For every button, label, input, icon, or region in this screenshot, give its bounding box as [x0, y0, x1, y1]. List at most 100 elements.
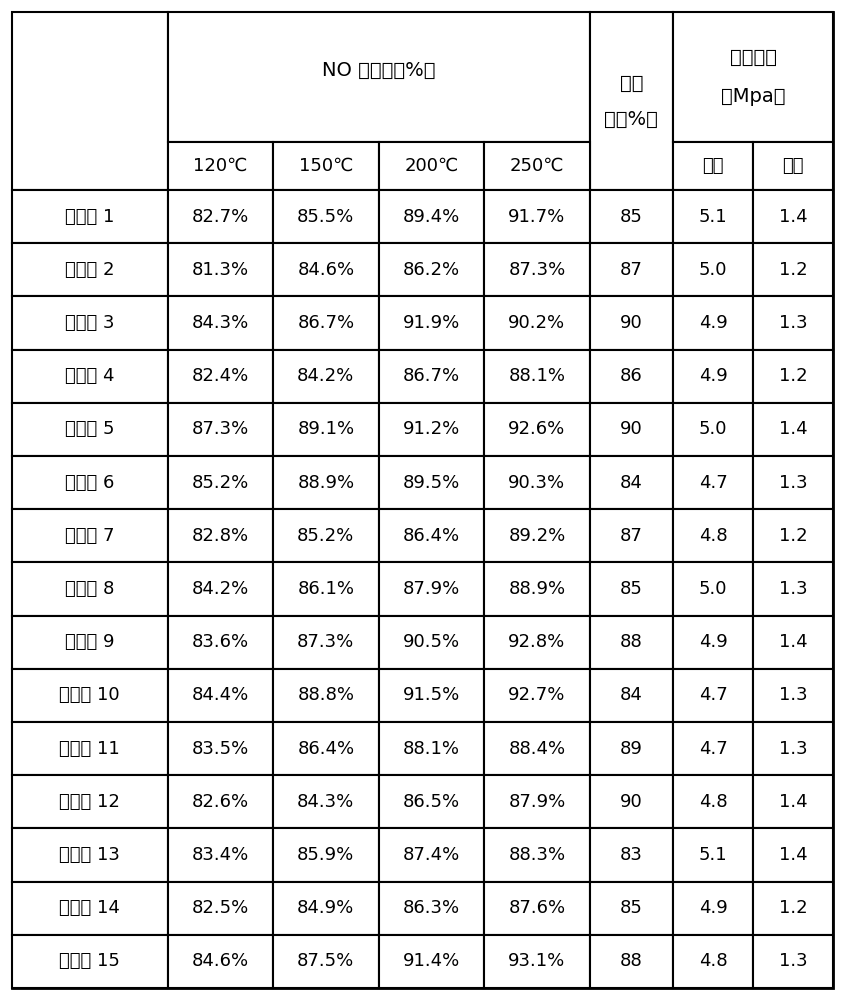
Bar: [378, 350, 484, 403]
Bar: [273, 722, 378, 775]
Text: 81.3%: 81.3%: [192, 261, 249, 279]
Bar: [484, 669, 589, 722]
Bar: [167, 882, 273, 935]
Text: 85.2%: 85.2%: [297, 527, 354, 545]
Bar: [752, 243, 832, 296]
Text: 88.9%: 88.9%: [508, 580, 565, 598]
Bar: [752, 828, 832, 882]
Text: 4.7: 4.7: [698, 474, 727, 492]
Text: 91.7%: 91.7%: [508, 208, 565, 226]
Text: 4.7: 4.7: [698, 740, 727, 758]
Text: 85: 85: [619, 208, 642, 226]
Text: 86: 86: [619, 367, 642, 385]
Text: 实施例 3: 实施例 3: [65, 314, 115, 332]
Text: 87.4%: 87.4%: [403, 846, 459, 864]
Text: 91.2%: 91.2%: [403, 420, 459, 438]
Text: 1.3: 1.3: [778, 580, 806, 598]
Text: 89.1%: 89.1%: [297, 420, 354, 438]
Text: 实施例 14: 实施例 14: [59, 899, 120, 917]
Bar: [484, 616, 589, 669]
Text: 实施例 11: 实施例 11: [59, 740, 120, 758]
Text: 孔隙: 孔隙: [619, 74, 642, 93]
Text: 82.8%: 82.8%: [192, 527, 249, 545]
Text: 1.3: 1.3: [778, 686, 806, 704]
Bar: [273, 296, 378, 350]
Text: 1.3: 1.3: [778, 740, 806, 758]
Text: 200℃: 200℃: [403, 157, 458, 175]
Text: 86.2%: 86.2%: [403, 261, 459, 279]
Text: 4.8: 4.8: [698, 527, 727, 545]
Text: 1.4: 1.4: [778, 208, 806, 226]
Text: 1.3: 1.3: [778, 474, 806, 492]
Bar: [12, 190, 167, 243]
Bar: [167, 190, 273, 243]
Text: 86.1%: 86.1%: [297, 580, 354, 598]
Text: 86.7%: 86.7%: [297, 314, 354, 332]
Bar: [672, 296, 752, 350]
Text: 92.8%: 92.8%: [508, 633, 565, 651]
Bar: [589, 669, 672, 722]
Text: 88.1%: 88.1%: [508, 367, 565, 385]
Text: 85.2%: 85.2%: [192, 474, 249, 492]
Bar: [752, 562, 832, 616]
Bar: [484, 509, 589, 562]
Bar: [672, 722, 752, 775]
Text: 4.9: 4.9: [698, 633, 727, 651]
Bar: [273, 190, 378, 243]
Bar: [167, 775, 273, 828]
Bar: [12, 828, 167, 882]
Text: 4.8: 4.8: [698, 952, 727, 970]
Bar: [273, 669, 378, 722]
Bar: [167, 722, 273, 775]
Text: 4.8: 4.8: [698, 793, 727, 811]
Bar: [378, 669, 484, 722]
Text: 88: 88: [619, 952, 642, 970]
Text: 实施例 2: 实施例 2: [65, 261, 115, 279]
Text: 91.4%: 91.4%: [403, 952, 459, 970]
Text: 90: 90: [619, 793, 642, 811]
Bar: [273, 935, 378, 988]
Text: 87.3%: 87.3%: [297, 633, 354, 651]
Text: 实施例 1: 实施例 1: [65, 208, 114, 226]
Bar: [167, 350, 273, 403]
Bar: [484, 243, 589, 296]
Bar: [589, 350, 672, 403]
Bar: [752, 142, 832, 190]
Bar: [12, 403, 167, 456]
Text: 1.3: 1.3: [778, 314, 806, 332]
Text: 83.5%: 83.5%: [192, 740, 249, 758]
Text: 1.4: 1.4: [778, 793, 806, 811]
Text: 88.3%: 88.3%: [508, 846, 565, 864]
Text: 90.5%: 90.5%: [403, 633, 459, 651]
Text: 4.9: 4.9: [698, 899, 727, 917]
Bar: [378, 562, 484, 616]
Text: 82.5%: 82.5%: [192, 899, 249, 917]
Bar: [12, 882, 167, 935]
Bar: [12, 296, 167, 350]
Bar: [167, 509, 273, 562]
Bar: [378, 509, 484, 562]
Text: 84.6%: 84.6%: [192, 952, 249, 970]
Bar: [589, 296, 672, 350]
Bar: [672, 935, 752, 988]
Text: 1.2: 1.2: [778, 527, 806, 545]
Text: 82.4%: 82.4%: [192, 367, 249, 385]
Bar: [752, 722, 832, 775]
Text: 实施例 10: 实施例 10: [59, 686, 120, 704]
Text: 83.6%: 83.6%: [192, 633, 249, 651]
Bar: [589, 12, 672, 190]
Text: 86.5%: 86.5%: [403, 793, 459, 811]
Bar: [273, 882, 378, 935]
Text: 84.3%: 84.3%: [297, 793, 354, 811]
Text: 84: 84: [619, 686, 642, 704]
Text: 88.4%: 88.4%: [508, 740, 565, 758]
Text: 90.2%: 90.2%: [508, 314, 565, 332]
Text: 89: 89: [619, 740, 642, 758]
Bar: [752, 350, 832, 403]
Bar: [167, 403, 273, 456]
Text: 87.9%: 87.9%: [403, 580, 459, 598]
Text: 86.4%: 86.4%: [403, 527, 459, 545]
Text: 83.4%: 83.4%: [192, 846, 249, 864]
Bar: [672, 616, 752, 669]
Bar: [752, 775, 832, 828]
